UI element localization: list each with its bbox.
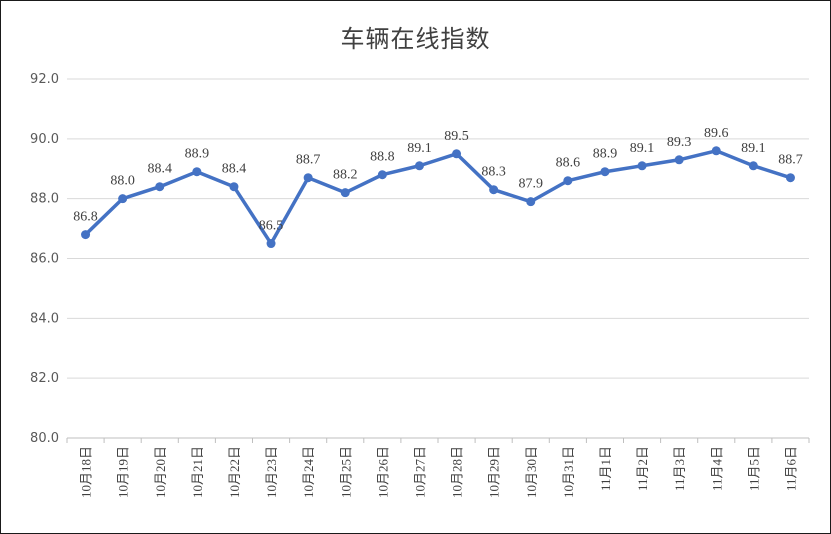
y-tick-label: 92.0 [30, 72, 59, 87]
data-label: 87.9 [519, 177, 544, 192]
x-tick-label: 10月30日 [524, 446, 539, 498]
data-label: 88.7 [778, 153, 803, 168]
data-label: 89.1 [741, 141, 766, 156]
data-point [340, 188, 350, 198]
data-point [452, 149, 462, 159]
data-label: 88.4 [222, 162, 247, 177]
x-tick-label: 10月28日 [450, 446, 465, 498]
data-label: 88.4 [148, 162, 173, 177]
y-tick-label: 86.0 [30, 252, 59, 267]
x-tick-label: 11月6日 [783, 446, 798, 491]
x-tick-label: 11月2日 [635, 446, 650, 491]
data-label: 88.9 [185, 147, 210, 162]
y-tick-label: 90.0 [30, 132, 59, 147]
data-point [748, 161, 758, 171]
data-point [229, 182, 239, 192]
x-tick-label: 10月31日 [561, 446, 576, 498]
x-tick-label: 10月20日 [153, 446, 168, 498]
data-label: 88.0 [110, 174, 135, 189]
data-label: 88.9 [593, 147, 618, 162]
x-tick-label: 10月23日 [264, 446, 279, 498]
x-tick-label: 10月19日 [116, 446, 131, 498]
x-tick-label: 10月18日 [79, 446, 94, 498]
data-point [637, 161, 647, 171]
data-point [303, 173, 313, 183]
data-point [526, 197, 536, 207]
data-point [600, 167, 610, 177]
data-point [785, 173, 795, 183]
x-tick-label: 11月1日 [598, 446, 613, 491]
data-point [674, 155, 684, 165]
data-point [118, 194, 128, 204]
data-label: 86.5 [259, 219, 284, 234]
data-label: 89.1 [630, 141, 655, 156]
data-point [489, 185, 499, 195]
data-label: 89.6 [704, 126, 729, 141]
data-label: 88.2 [333, 168, 358, 183]
y-tick-label: 80.0 [30, 431, 59, 446]
data-label: 89.1 [407, 141, 432, 156]
x-tick-label: 10月22日 [227, 446, 242, 498]
data-label: 89.3 [667, 135, 692, 150]
data-label: 89.5 [444, 129, 469, 144]
data-label: 88.7 [296, 153, 321, 168]
data-point [266, 239, 276, 249]
data-label: 88.6 [556, 156, 581, 171]
x-tick-label: 11月3日 [672, 446, 687, 491]
data-point [377, 170, 387, 180]
data-point [155, 182, 165, 192]
data-point [414, 161, 424, 171]
data-label: 86.8 [73, 210, 98, 225]
series-line [83, 149, 793, 246]
y-tick-label: 84.0 [30, 311, 59, 326]
x-tick-label: 10月26日 [375, 446, 390, 498]
data-label: 88.3 [481, 165, 506, 180]
data-point [192, 167, 202, 177]
x-tick-label: 10月29日 [487, 446, 502, 498]
data-point [711, 146, 721, 156]
x-tick-label: 10月25日 [338, 446, 353, 498]
data-label: 88.8 [370, 150, 395, 165]
data-point [81, 230, 91, 240]
y-tick-label: 82.0 [30, 371, 59, 386]
chart-title: 车辆在线指数 [340, 25, 491, 53]
x-tick-label: 10月21日 [190, 446, 205, 498]
x-tick-label: 11月4日 [709, 446, 724, 491]
data-point [563, 176, 573, 186]
x-tick-label: 11月5日 [746, 446, 761, 491]
y-tick-label: 88.0 [30, 192, 59, 207]
x-tick-label: 10月24日 [301, 446, 316, 498]
x-tick-label: 10月27日 [412, 446, 427, 498]
